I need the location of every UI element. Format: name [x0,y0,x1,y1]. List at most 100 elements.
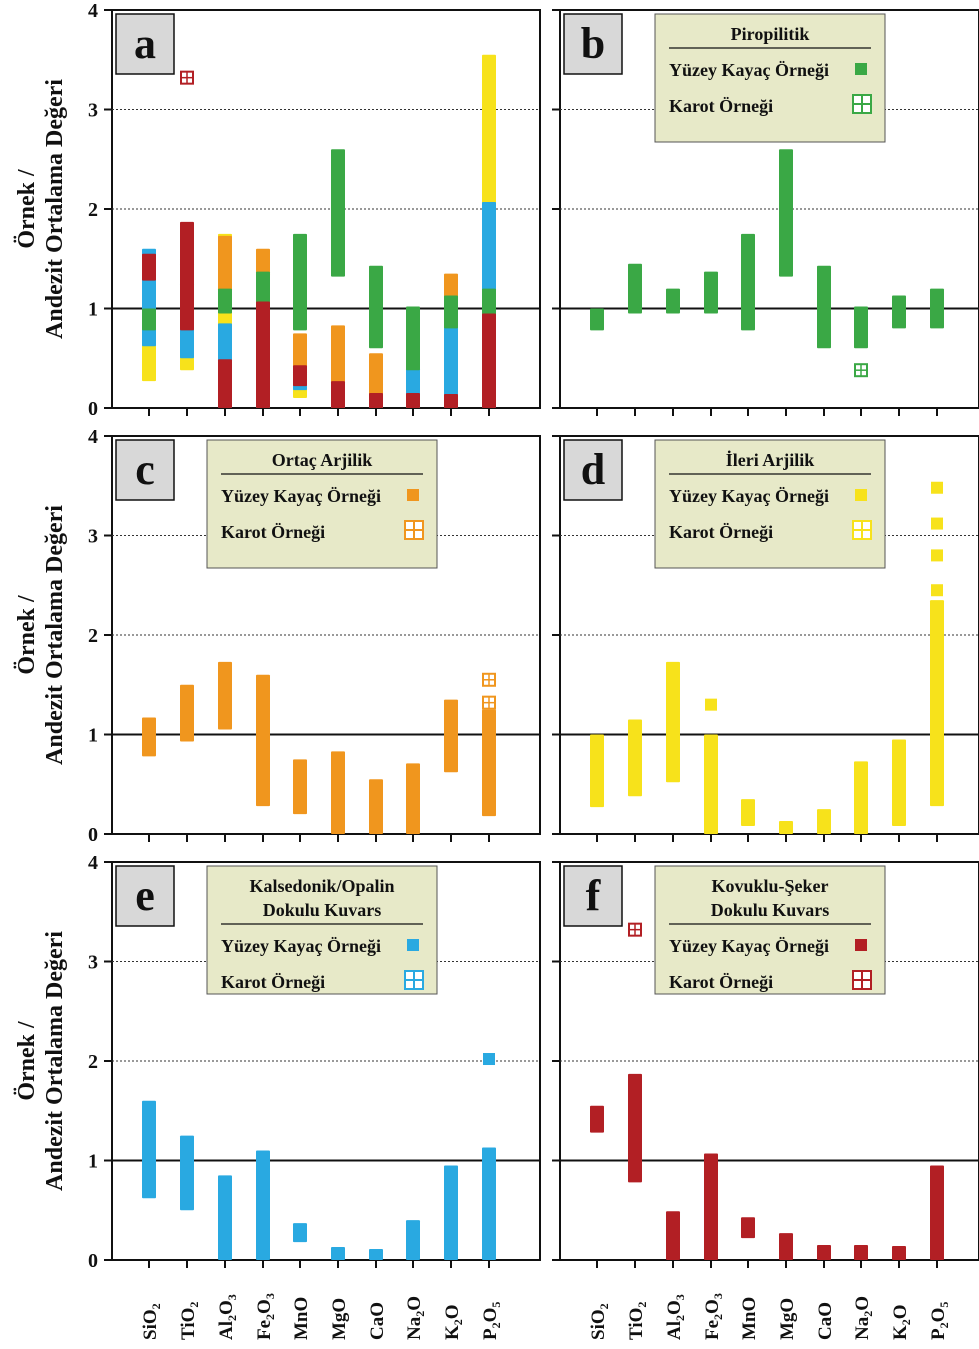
legend-surface-marker [855,63,867,75]
x-category-base: O [254,1299,275,1314]
data-range-Fe2O3 [256,301,270,408]
data-range-TiO2 [180,221,194,331]
x-category-label: MnO [291,1297,312,1340]
legend-bg [206,865,438,995]
y-tick-label: 1 [88,1151,98,1173]
x-category-label: TiO2 [178,1302,201,1340]
x-category-text: SiO2 [588,1303,611,1340]
data-range-MnO [293,233,307,331]
x-category-base: CaO [367,1302,388,1340]
x-category-base: MnO [291,1297,312,1340]
x-category-base: P [928,1328,949,1340]
data-range-MgO [331,381,345,408]
data-range-CaO [817,265,831,349]
data-range-MnO [293,759,307,815]
legend-surface-label: Yüzey Kayaç Örneği [669,60,829,80]
data-range-Fe2O3 [256,674,270,807]
x-category-label: Fe2O3 [254,1293,277,1340]
data-range-MgO [779,1233,793,1260]
panel-letter-bg [115,865,175,927]
x-category-base: K [890,1325,911,1340]
data-range-SiO2 [590,734,604,808]
data-range-CaO [817,1245,831,1260]
legend-title: İleri Arjilik [726,450,815,470]
surface-sample-point [931,481,943,494]
y-tick-label: 3 [88,100,98,122]
x-category-text: Na2O [852,1296,875,1340]
x-category-base: CaO [815,1302,836,1340]
x-category-text: Fe2O3 [254,1293,277,1340]
x-category-label: P2O5 [928,1302,951,1340]
x-category-text: K2O [442,1304,465,1340]
data-range-CaO [369,393,383,408]
data-range-P2O5 [930,288,944,329]
panel-letter-bg [115,439,175,501]
x-category-text: Na2O [404,1296,427,1340]
legend-title: Piropilitik [731,24,810,44]
data-range-MnO [293,1223,307,1243]
x-category-subscript: 2 [711,1314,725,1320]
x-category-base: O [480,1308,501,1323]
x-category-subscript: 2 [899,1319,913,1325]
data-range-Fe2O3 [256,1150,270,1260]
data-range-TiO2 [628,719,642,797]
x-category-base: MgO [777,1298,798,1340]
x-category-label: Na2O [404,1296,427,1340]
legend-bg [654,13,886,143]
legend-core-label: Karot Örneği [669,522,773,542]
y-axis-label-top: Örnek / [14,169,40,249]
legend-bg [654,439,886,569]
x-category-subscript: 2 [413,1311,427,1317]
legend: Kovuklu-Şeker Dokulu Kuvars Yüzey Kayaç Ör… [654,865,886,995]
x-category-subscript: 5 [937,1302,951,1308]
panel-e: 0 1 2 3 4 e Kalsedonik/Opalin Dokulu Kuvars Yüze… [14,852,541,1272]
y-axis-label-top: Örnek / [14,595,40,675]
x-category-label: K2O [442,1304,465,1340]
x-category-text: K2O [890,1304,913,1340]
data-range-CaO [369,779,383,834]
x-category-subscript: 3 [225,1294,239,1300]
x-category-subscript: 5 [489,1302,503,1308]
y-axis-label-top: Örnek / [14,1021,40,1101]
y-tick-label: 4 [88,0,98,22]
data-range-Al2O3 [666,661,680,783]
panel-letter: d [581,445,605,494]
x-category-text: CaO [815,1302,836,1340]
x-category-text: TiO2 [626,1302,649,1340]
data-range-MgO [331,149,345,277]
x-category-label: CaO [815,1302,836,1340]
data-range-Al2O3 [218,359,232,408]
legend-title: Kalsedonik/Opalin [249,876,394,896]
legend-surface-label: Yüzey Kayaç Örneği [221,936,381,956]
panel-c: 0 1 2 3 4 c Ortaç Arjilik Yüzey Kayaç Örneği Kar… [14,426,541,846]
data-range-SiO2 [590,308,604,331]
x-category-label: SiO2 [140,1303,163,1340]
data-range-MgO [779,821,793,834]
data-range-CaO [369,1249,383,1260]
y-tick-label: 2 [88,1051,98,1073]
data-range-Na2O [854,306,868,349]
y-tick-label: 2 [88,625,98,647]
surface-sample-point [483,1053,495,1066]
data-range-P2O5 [930,1165,944,1260]
data-range-K2O [892,295,906,329]
x-category-label: Al2O3 [216,1294,239,1340]
y-tick-label: 4 [88,852,98,874]
legend-surface-marker [407,939,419,951]
data-range-P2O5 [482,1147,496,1260]
data-range-Al2O3 [218,288,232,314]
data-range-P2O5 [482,709,496,817]
x-category-base: O [216,1300,237,1315]
data-range-CaO [369,265,383,349]
data-range-MgO [331,751,345,834]
legend-title: Kovuklu-Şeker [711,876,828,896]
legend-surface-label: Yüzey Kayaç Örneği [221,486,381,506]
y-axis-label-main: Andezit Ortalama Değeri [42,79,68,339]
data-range-MnO [741,233,755,331]
x-category-text: P2O5 [928,1302,951,1340]
x-category-text: MgO [777,1298,798,1340]
